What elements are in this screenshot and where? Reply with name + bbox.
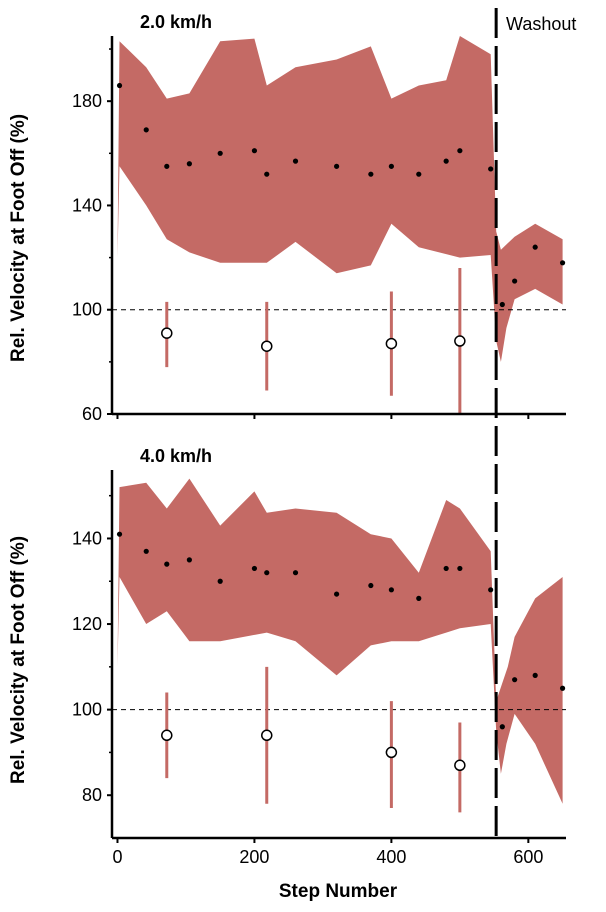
data-point <box>186 161 192 167</box>
x-tick-label: 400 <box>376 847 406 867</box>
data-point <box>512 677 518 683</box>
y-tick-label: 60 <box>82 404 102 424</box>
data-point <box>143 127 149 133</box>
variability-band <box>117 478 563 804</box>
data-point <box>488 587 494 593</box>
data-point <box>532 672 538 678</box>
data-point <box>164 163 170 169</box>
data-point <box>388 163 394 169</box>
open-data-point <box>385 337 398 350</box>
variability-band <box>117 36 563 362</box>
y-tick-label: 180 <box>72 91 102 111</box>
panel-4kmh: 80 100 120 140 0 200 400 600 4.0 km/h Rel. Veloci… <box>8 446 566 867</box>
data-point <box>368 582 374 589</box>
open-data-point <box>261 729 273 742</box>
y-tick-label: 140 <box>72 528 102 548</box>
x-tick-label: 0 <box>112 847 122 867</box>
data-point <box>559 685 566 691</box>
y-tick-label: 140 <box>72 195 102 215</box>
data-point <box>217 578 223 584</box>
data-point <box>416 171 422 177</box>
data-point <box>264 570 270 576</box>
data-point <box>499 301 505 308</box>
data-point <box>217 150 223 156</box>
data-point <box>559 260 566 266</box>
data-point <box>186 557 192 563</box>
open-data-point <box>454 759 466 772</box>
data-point <box>388 587 394 593</box>
open-data-point <box>261 340 273 352</box>
x-axis-title: Step Number <box>279 881 398 902</box>
data-point <box>443 565 449 572</box>
open-data-point <box>161 327 173 339</box>
data-point <box>116 82 123 89</box>
data-point <box>499 724 505 730</box>
y-tick-label: 100 <box>72 700 102 720</box>
y-tick-label: 100 <box>72 300 102 320</box>
panel-title: 2.0 km/h <box>140 12 212 32</box>
data-point <box>512 278 518 284</box>
data-point <box>457 148 463 154</box>
data-point <box>251 565 258 572</box>
data-point <box>251 148 258 154</box>
data-point <box>416 595 422 601</box>
data-point <box>143 548 149 554</box>
data-point <box>368 171 374 177</box>
data-point <box>164 561 170 567</box>
y-tick-label: 80 <box>82 785 102 805</box>
data-point <box>532 244 538 250</box>
washout-label: Washout <box>506 14 576 34</box>
data-point <box>488 166 494 172</box>
open-data-point <box>385 746 398 759</box>
y-axis-title: Rel. Velocity at Foot Off (%) <box>8 536 29 784</box>
data-point <box>334 163 340 169</box>
x-tick-label: 600 <box>513 847 543 867</box>
data-point <box>292 158 299 164</box>
x-tick-label: 200 <box>239 847 269 867</box>
panel-2kmh: 60 100 140 180 2.0 km/h Rel. Velocity at Foot… <box>8 12 566 424</box>
data-point <box>116 531 123 537</box>
panel-title: 4.0 km/h <box>140 446 212 466</box>
data-point <box>264 171 270 177</box>
data-point <box>457 565 463 572</box>
data-point <box>292 570 299 576</box>
data-point <box>443 158 449 164</box>
y-tick-label: 120 <box>72 614 102 634</box>
open-data-point <box>161 729 173 742</box>
y-axis-title: Rel. Velocity at Foot Off (%) <box>8 114 29 362</box>
open-data-point <box>454 335 466 347</box>
data-point <box>334 591 340 597</box>
